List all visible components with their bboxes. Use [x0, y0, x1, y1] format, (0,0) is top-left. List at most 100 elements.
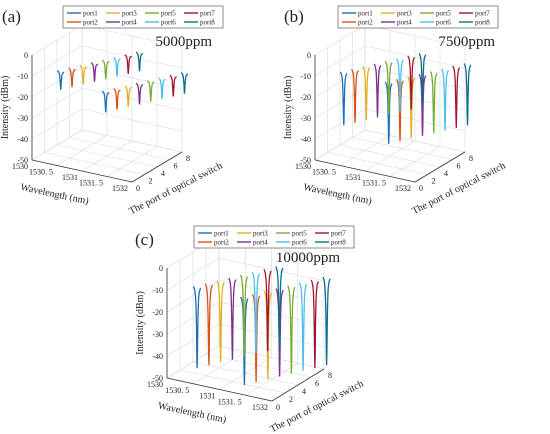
gridline: [352, 137, 453, 160]
gridline: [218, 279, 325, 304]
dip-port5: [146, 80, 155, 102]
dip-port4: [90, 62, 99, 82]
z-tick-label: -30: [300, 114, 311, 123]
dip-port7: [310, 279, 320, 369]
dip-port3: [79, 64, 87, 85]
dip-port6: [113, 56, 121, 77]
gridline: [364, 66, 466, 90]
gridline: [218, 345, 325, 370]
y-axis-line: [131, 151, 183, 183]
y-tick-label: 8: [328, 371, 332, 380]
dip-port8: [135, 51, 144, 72]
y-tick-label: 2: [149, 177, 153, 186]
y-tick-label: 6: [174, 162, 178, 171]
z-tick-label: -20: [152, 308, 163, 317]
legend-entry: port3: [397, 10, 412, 18]
dip-port5: [101, 59, 110, 80]
gridline: [339, 144, 441, 168]
z-tick-label: -30: [17, 114, 28, 123]
gridline: [314, 129, 366, 161]
axes: [166, 268, 325, 402]
y-tick-label: 8: [469, 154, 473, 163]
dip-port6: [440, 68, 449, 131]
legend-entry: port7: [475, 10, 490, 18]
dip-port7: [452, 65, 461, 128]
y-tick-label: 4: [302, 387, 306, 396]
dip-port1: [101, 90, 110, 113]
legend-entry: port3: [122, 10, 137, 18]
gridline: [314, 108, 366, 140]
gridline: [31, 45, 83, 77]
dip-port8: [463, 63, 472, 126]
legend-entry: port7: [331, 230, 346, 238]
y-tick-label: 6: [315, 379, 319, 388]
dip-port4: [135, 82, 143, 105]
gridline: [31, 24, 83, 56]
gridline: [314, 45, 366, 77]
dip-port1: [56, 70, 65, 90]
dip-port3: [263, 291, 273, 380]
legend-entry: port6: [292, 239, 307, 247]
gridline: [81, 108, 183, 132]
z-tick-label: -50: [17, 156, 28, 165]
gridline: [218, 301, 325, 326]
panel-label: (b): [284, 7, 304, 26]
gridline: [364, 129, 466, 153]
y-axis-line: [271, 368, 325, 402]
legend-entry: port5: [161, 10, 176, 18]
legend-entry: port1: [83, 10, 98, 18]
gridline: [192, 361, 299, 386]
y-tick-label: 4: [161, 169, 165, 178]
y-tick-label: 0: [419, 184, 423, 193]
gridline: [31, 129, 83, 161]
dip-port6: [298, 282, 308, 371]
panel-label: (a): [2, 7, 21, 26]
legend-entry: port2: [83, 19, 98, 27]
dip-port1: [384, 81, 393, 144]
gridline: [314, 87, 366, 119]
legend-entry: port7: [200, 10, 215, 18]
gridline: [364, 87, 466, 111]
dip-port1: [339, 71, 348, 126]
dip-port1: [192, 286, 202, 369]
legend-entry: port5: [436, 10, 451, 18]
gridline: [56, 144, 158, 168]
dip-port5: [287, 285, 296, 374]
dip-port2: [395, 79, 404, 142]
legend-entry: port6: [436, 19, 451, 27]
legend-box: [337, 5, 499, 29]
z-tick-label: -40: [17, 135, 28, 144]
x-tick-label: 1532: [395, 184, 411, 193]
dip-port3: [362, 66, 371, 121]
gridline: [166, 345, 220, 379]
dip-port3: [407, 76, 416, 139]
z-tick-label: -20: [300, 93, 311, 102]
legend-box: [193, 225, 355, 249]
z-tick-label: -10: [300, 72, 311, 81]
legend-entry: port3: [253, 230, 268, 238]
dip-port6: [158, 77, 166, 100]
ppm-annotation: 10000ppm: [276, 250, 341, 266]
gridline: [44, 152, 145, 175]
legend-entry: port8: [200, 19, 215, 27]
y-tick-label: 0: [276, 403, 280, 412]
dip-port2: [350, 68, 359, 123]
panel-label: (c): [135, 230, 154, 249]
z-tick-label: -30: [152, 330, 163, 339]
x-tick-label: 1531: [200, 392, 216, 401]
gridline: [314, 24, 366, 56]
z-tick-label: -10: [152, 286, 163, 295]
x-tick-label: 1530. 5: [29, 168, 53, 177]
y-tick-label: 8: [186, 154, 190, 163]
z-tick-label: -50: [152, 374, 163, 383]
axes: [314, 55, 466, 183]
legend-entry: port4: [122, 19, 137, 27]
legend-box: [62, 5, 224, 29]
x-tick-label: 1531. 5: [79, 179, 103, 188]
x-tick-label: 1532: [112, 184, 128, 193]
